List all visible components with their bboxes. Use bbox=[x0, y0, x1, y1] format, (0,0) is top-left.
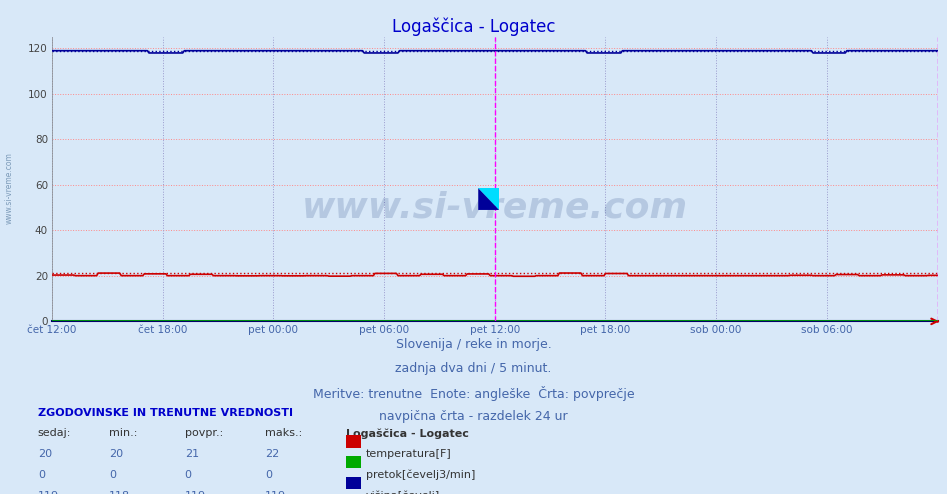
Text: pretok[čevelj3/min]: pretok[čevelj3/min] bbox=[366, 470, 474, 480]
Text: 21: 21 bbox=[185, 449, 199, 459]
Polygon shape bbox=[478, 188, 499, 210]
Text: 119: 119 bbox=[265, 491, 286, 494]
Text: sedaj:: sedaj: bbox=[38, 428, 71, 438]
Text: temperatura[F]: temperatura[F] bbox=[366, 449, 452, 459]
Text: 0: 0 bbox=[185, 470, 191, 480]
Polygon shape bbox=[478, 188, 499, 210]
Text: zadnja dva dni / 5 minut.: zadnja dva dni / 5 minut. bbox=[395, 362, 552, 375]
Text: Meritve: trenutne  Enote: angleške  Črta: povprečje: Meritve: trenutne Enote: angleške Črta: … bbox=[313, 386, 634, 401]
Text: Logaščica - Logatec: Logaščica - Logatec bbox=[392, 17, 555, 36]
Text: 20: 20 bbox=[109, 449, 123, 459]
Text: 0: 0 bbox=[109, 470, 116, 480]
Text: 20: 20 bbox=[38, 449, 52, 459]
Text: 0: 0 bbox=[265, 470, 272, 480]
Text: 119: 119 bbox=[38, 491, 59, 494]
Text: višina[čevelj]: višina[čevelj] bbox=[366, 491, 439, 494]
Text: navpična črta - razdelek 24 ur: navpična črta - razdelek 24 ur bbox=[379, 410, 568, 422]
Text: 119: 119 bbox=[185, 491, 205, 494]
Text: min.:: min.: bbox=[109, 428, 137, 438]
Text: www.si-vreme.com: www.si-vreme.com bbox=[302, 191, 688, 224]
Text: 0: 0 bbox=[38, 470, 45, 480]
Text: www.si-vreme.com: www.si-vreme.com bbox=[5, 152, 14, 224]
Text: maks.:: maks.: bbox=[265, 428, 302, 438]
Text: ZGODOVINSKE IN TRENUTNE VREDNOSTI: ZGODOVINSKE IN TRENUTNE VREDNOSTI bbox=[38, 408, 293, 417]
Text: 22: 22 bbox=[265, 449, 279, 459]
Text: Logaščica - Logatec: Logaščica - Logatec bbox=[346, 428, 469, 439]
Text: 118: 118 bbox=[109, 491, 130, 494]
Text: povpr.:: povpr.: bbox=[185, 428, 223, 438]
Text: Slovenija / reke in morje.: Slovenija / reke in morje. bbox=[396, 338, 551, 351]
